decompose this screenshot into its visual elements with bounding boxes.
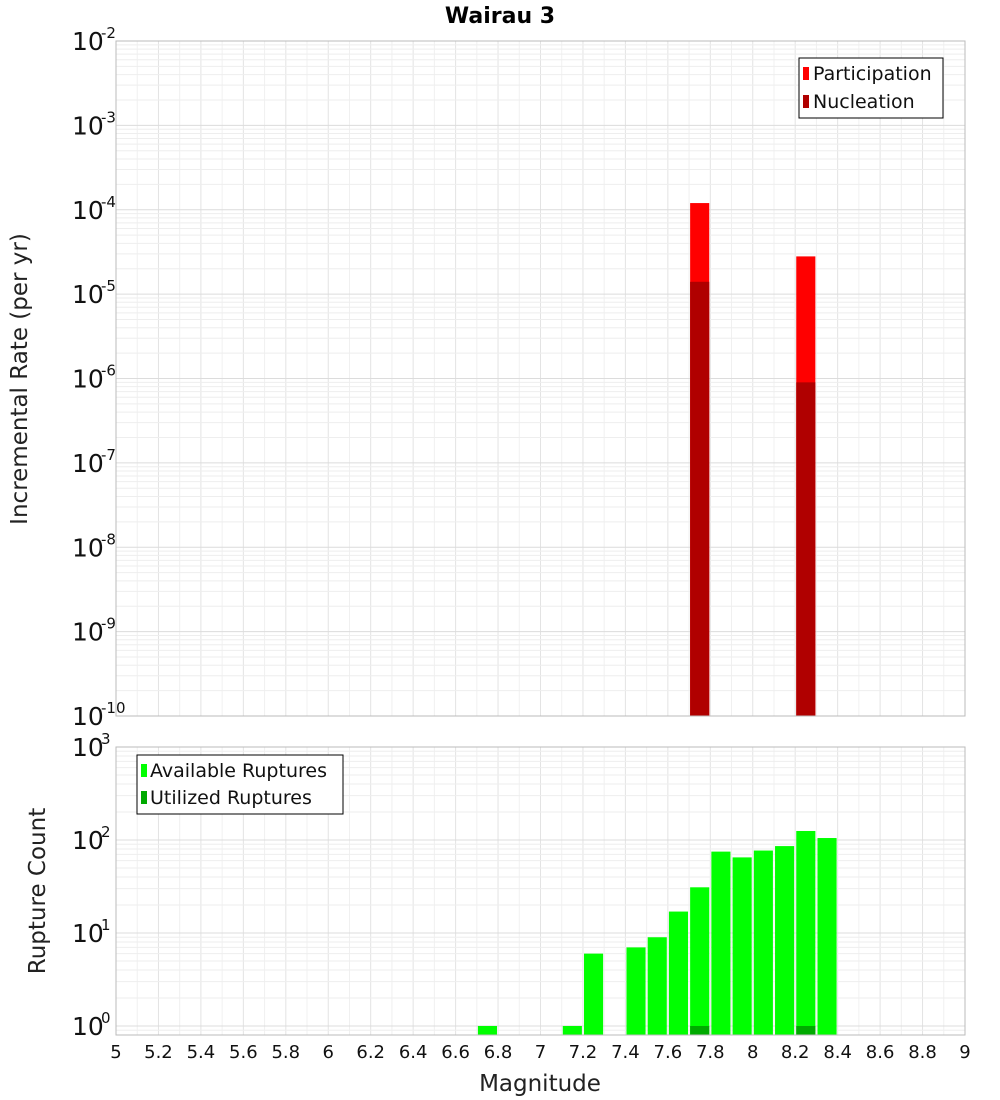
x-tick-label: 5.4 xyxy=(187,1042,216,1063)
bottom-legend-box xyxy=(136,754,344,815)
x-tick-label: 6 xyxy=(323,1042,334,1063)
top-y-tick-exponent: -3 xyxy=(101,108,116,126)
x-tick-label: 5 xyxy=(110,1042,121,1063)
top-y-tick-label: 10 xyxy=(72,196,104,225)
chart-title: Wairau 3 xyxy=(445,4,555,29)
x-tick-label: 8.6 xyxy=(866,1042,895,1063)
top-plot-bars xyxy=(690,203,816,716)
x-tick-label: 6.6 xyxy=(441,1042,470,1063)
x-tick-label: 9 xyxy=(959,1042,970,1063)
bottom-y-tick-label: 10 xyxy=(72,733,104,762)
x-axis-label: Magnitude xyxy=(479,1071,601,1097)
legend-swatch-participation xyxy=(803,67,809,80)
rate-bar-nucleation xyxy=(796,382,816,716)
legend-label-available: Available Ruptures xyxy=(150,760,327,782)
bottom-plot-frame xyxy=(115,746,966,1036)
x-tick-label: 7.4 xyxy=(611,1042,640,1063)
top-y-tick-label: 10 xyxy=(72,365,104,394)
legend-label-participation: Participation xyxy=(813,63,932,85)
x-tick-label: 7.8 xyxy=(696,1042,725,1063)
top-legend-box xyxy=(798,57,944,119)
count-bar-available-ruptures xyxy=(668,911,689,1035)
x-tick-label: 7 xyxy=(535,1042,546,1063)
count-bar-available-ruptures xyxy=(817,838,837,1035)
top-y-tick-label: 10 xyxy=(72,533,104,562)
bottom-y-tick-label: 10 xyxy=(72,1012,104,1041)
legend-label-utilized: Utilized Ruptures xyxy=(150,787,312,809)
x-ticks: 5 5.2 5.4 5.6 5.8 6 6.2 6.4 6.6 6.8 7 7.2 7.4 7.6 7.8 8… xyxy=(110,1042,970,1063)
count-bar-available-ruptures xyxy=(711,851,731,1035)
legend-label-nucleation: Nucleation xyxy=(813,91,915,113)
top-y-tick-exponent: -10 xyxy=(101,699,126,717)
count-bar-available-ruptures xyxy=(732,857,752,1035)
x-tick-label: 6.8 xyxy=(484,1042,513,1063)
count-bar-utilized-ruptures xyxy=(690,1025,710,1035)
top-y-tick-label: 10 xyxy=(72,280,104,309)
top-y-tick-label: 10 xyxy=(72,111,104,140)
x-tick-label: 5.2 xyxy=(144,1042,173,1063)
top-plot-frame xyxy=(115,40,966,717)
top-y-tick-exponent: -4 xyxy=(101,193,116,211)
bottom-y-tick-label: 10 xyxy=(72,919,104,948)
x-tick-label: 7.6 xyxy=(654,1042,683,1063)
top-y-tick-exponent: -9 xyxy=(101,615,116,633)
count-bar-available-ruptures xyxy=(796,830,816,1035)
legend-swatch-utilized xyxy=(141,791,147,804)
bottom-y-axis-label: Rupture Count xyxy=(25,808,51,974)
top-legend: Participation Nucleation xyxy=(798,57,944,119)
bottom-y-tick-exponent: 2 xyxy=(101,823,111,841)
legend-swatch-nucleation xyxy=(803,95,809,108)
bottom-y-tick-exponent: 1 xyxy=(101,916,111,934)
top-y-tick-exponent: -5 xyxy=(101,277,116,295)
count-bar-utilized-ruptures xyxy=(796,1025,816,1035)
top-y-tick-label: 10 xyxy=(72,618,104,647)
x-tick-label: 8 xyxy=(747,1042,758,1063)
count-bar-available-ruptures xyxy=(647,937,667,1035)
x-tick-label: 5.6 xyxy=(229,1042,258,1063)
count-bar-available-ruptures xyxy=(753,850,773,1035)
count-bar-available-ruptures xyxy=(626,947,646,1035)
top-y-tick-label: 10 xyxy=(72,702,104,731)
top-y-tick-exponent: -8 xyxy=(101,530,116,548)
top-y-tick-exponent: -2 xyxy=(101,24,116,42)
count-bar-available-ruptures xyxy=(562,1025,582,1035)
top-y-tick-exponent: -6 xyxy=(101,362,116,380)
x-tick-label: 5.8 xyxy=(271,1042,300,1063)
top-y-tick-label: 10 xyxy=(72,449,104,478)
bottom-plot-bars xyxy=(477,830,837,1035)
rate-bar-nucleation xyxy=(690,281,710,716)
bottom-y-tick-exponent: 0 xyxy=(101,1009,111,1027)
top-plot-grid xyxy=(115,40,966,717)
count-bar-available-ruptures xyxy=(775,846,795,1035)
bottom-legend: Available Ruptures Utilized Ruptures xyxy=(136,754,344,815)
count-bar-available-ruptures xyxy=(584,953,604,1035)
top-y-axis-label: Incremental Rate (per yr) xyxy=(7,233,33,525)
x-tick-label: 8.4 xyxy=(823,1042,852,1063)
count-bar-available-ruptures xyxy=(690,887,710,1035)
x-tick-label: 6.2 xyxy=(356,1042,385,1063)
top-y-tick-exponent: -7 xyxy=(101,446,116,464)
x-tick-label: 8.2 xyxy=(781,1042,810,1063)
x-tick-label: 6.4 xyxy=(399,1042,428,1063)
top-y-tick-label: 10 xyxy=(72,27,104,56)
legend-swatch-available xyxy=(141,764,147,777)
count-bar-available-ruptures xyxy=(477,1025,497,1035)
bottom-y-tick-exponent: 3 xyxy=(101,730,111,748)
bottom-y-tick-label: 10 xyxy=(72,826,104,855)
x-tick-label: 7.2 xyxy=(569,1042,598,1063)
x-tick-label: 8.8 xyxy=(908,1042,937,1063)
